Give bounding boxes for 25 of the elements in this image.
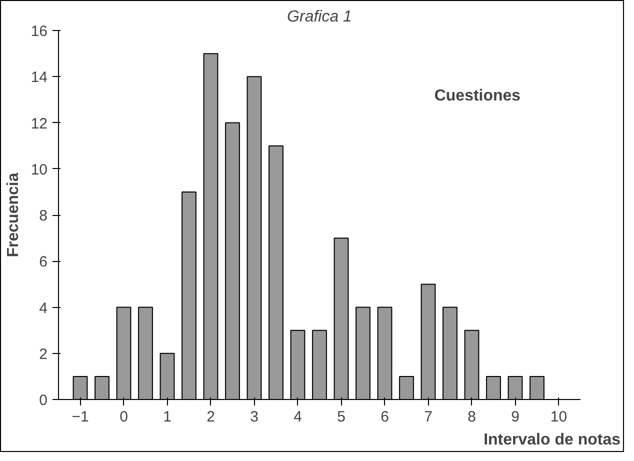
x-tick-label: 10 xyxy=(550,408,568,426)
x-tick-label: 4 xyxy=(294,408,302,426)
y-tick-label: 12 xyxy=(30,115,48,132)
y-axis-title: Frecuencia xyxy=(4,172,22,258)
annotation: Cuestiones xyxy=(434,87,521,104)
x-tick-label: 3 xyxy=(250,408,258,426)
y-tick-label: 6 xyxy=(39,254,48,271)
x-tick-label: 5 xyxy=(337,408,346,426)
y-tick-label: 4 xyxy=(39,300,48,317)
y-tick-label: 14 xyxy=(30,69,48,86)
x-tick-label: 6 xyxy=(380,408,389,426)
y-tick-label: 10 xyxy=(30,161,48,178)
x-tick-label: 1 xyxy=(163,408,172,426)
x-tick-label: 2 xyxy=(206,408,215,426)
x-tick-label: −1 xyxy=(72,408,89,426)
y-tick-label: 0 xyxy=(39,392,48,409)
x-tick-label: 7 xyxy=(424,408,432,426)
x-tick-label: 0 xyxy=(120,408,128,426)
x-axis-title: Intervalo de notas xyxy=(484,432,621,448)
x-tick-label: 9 xyxy=(511,408,520,426)
chart-title: Grafica 1 xyxy=(287,8,352,26)
x-tick-label: 8 xyxy=(468,408,476,426)
y-tick-label: 2 xyxy=(39,346,48,363)
y-tick-label: 16 xyxy=(30,23,48,40)
y-tick-label: 8 xyxy=(39,208,48,224)
